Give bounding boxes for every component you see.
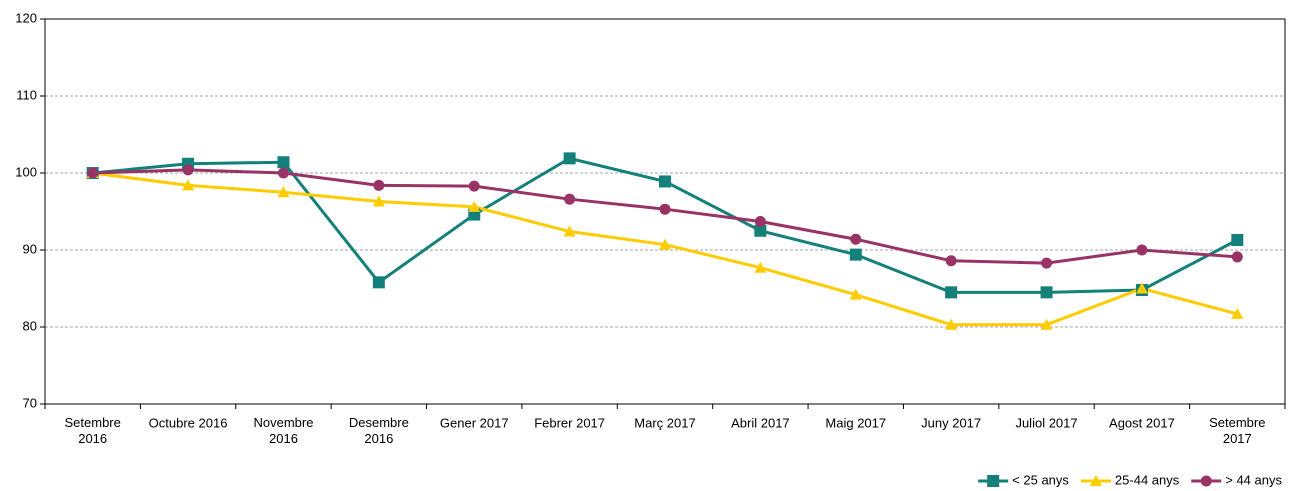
legend-label: > 44 anys — [1225, 472, 1282, 487]
x-tick-label: Maig 2017 — [825, 415, 886, 430]
marker — [1200, 475, 1212, 487]
y-tick-label: 80 — [23, 318, 37, 333]
marker — [563, 152, 576, 165]
y-tick-label: 70 — [23, 395, 37, 410]
marker — [277, 186, 290, 198]
marker — [373, 179, 385, 191]
marker — [563, 225, 576, 237]
marker — [1231, 233, 1244, 246]
x-tick-label: Agost 2017 — [1109, 415, 1175, 430]
x-tick-label: Setembre 2016 — [65, 415, 121, 446]
x-tick-label: Novembre 2016 — [253, 415, 313, 446]
marker — [182, 164, 194, 176]
x-tick-label: Abril 2017 — [731, 415, 790, 430]
legend-label: < 25 anys — [1012, 472, 1069, 487]
marker — [1040, 318, 1053, 330]
marker — [754, 224, 767, 237]
marker — [468, 180, 480, 192]
x-tick-label: Octubre 2016 — [149, 415, 228, 430]
marker — [564, 193, 576, 205]
marker — [1089, 475, 1102, 486]
marker — [754, 261, 767, 273]
marker — [945, 318, 958, 330]
marker — [849, 248, 862, 261]
y-tick-label: 110 — [16, 87, 37, 102]
marker — [87, 167, 99, 179]
marker — [945, 286, 958, 299]
marker — [1231, 251, 1243, 263]
plot-frame — [44, 18, 1286, 405]
marker — [659, 175, 671, 188]
marker — [850, 233, 862, 245]
marker — [945, 255, 957, 267]
x-tick-label: Gener 2017 — [440, 415, 509, 430]
y-tick-label: 120 — [15, 10, 37, 25]
marker — [1040, 286, 1053, 299]
marker — [754, 216, 766, 228]
marker — [372, 276, 385, 289]
marker — [372, 195, 385, 207]
marker — [1135, 282, 1148, 294]
marker — [1041, 257, 1053, 269]
marker — [277, 156, 290, 169]
marker — [1136, 244, 1148, 256]
legend-label: 25-44 anys — [1115, 472, 1180, 487]
x-tick-label: Setembre 2017 — [1209, 415, 1265, 446]
x-tick-label: Juny 2017 — [921, 415, 981, 430]
marker — [468, 200, 481, 212]
marker — [659, 238, 671, 250]
marker — [987, 475, 1000, 487]
x-tick-label: Desembre 2016 — [349, 415, 409, 446]
marker — [1231, 307, 1244, 319]
marker — [659, 203, 671, 215]
marker — [182, 179, 195, 191]
y-tick-label: 100 — [15, 164, 37, 179]
marker — [849, 288, 862, 300]
x-tick-label: Febrer 2017 — [534, 415, 605, 430]
x-tick-label: Juliol 2017 — [1015, 415, 1077, 430]
marker — [277, 167, 289, 179]
y-tick-label: 90 — [23, 241, 37, 256]
x-tick-label: Març 2017 — [634, 415, 695, 430]
